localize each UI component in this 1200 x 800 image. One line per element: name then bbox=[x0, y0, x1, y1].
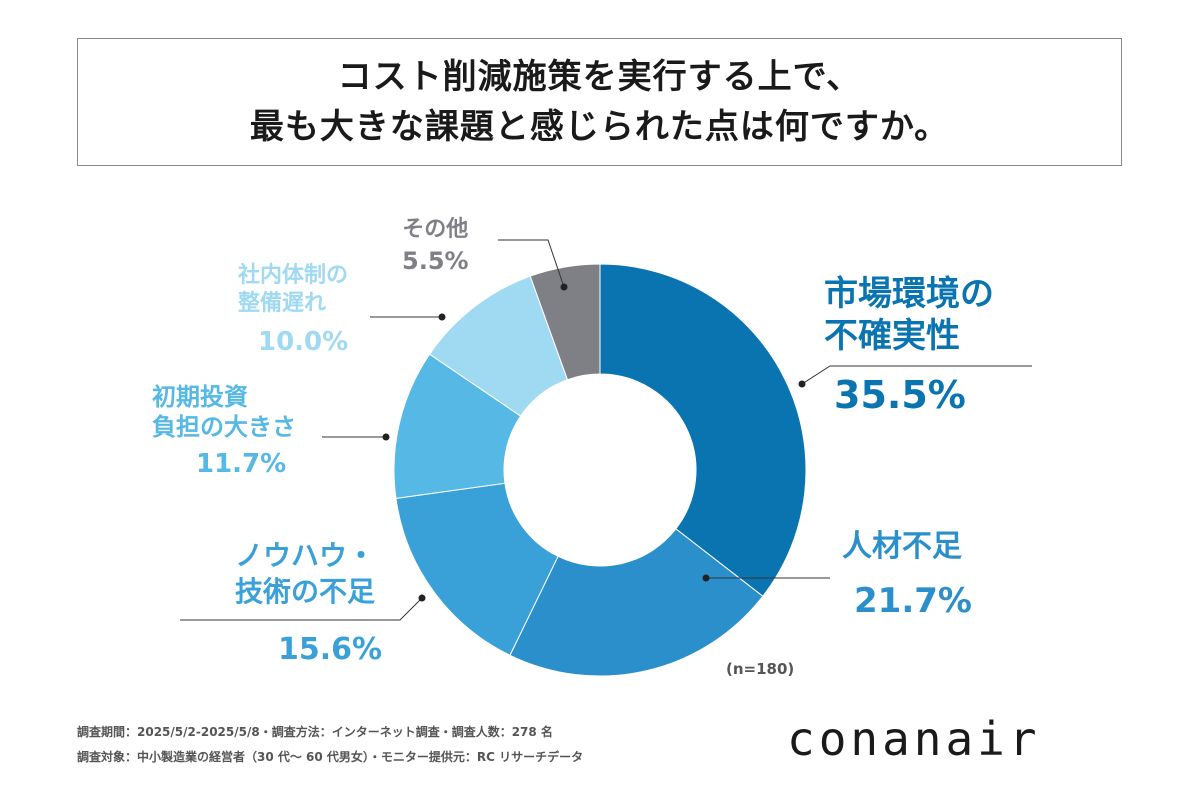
label-percent: 35.5% bbox=[834, 373, 966, 417]
title-line-2: 最も大きな課題と感じられた点は何ですか。 bbox=[249, 107, 950, 147]
label-name: 人材不足 bbox=[842, 529, 962, 564]
label-percent: 15.6% bbox=[278, 632, 383, 667]
title-box: コスト削減施策を実行する上で、 最も大きな課題と感じられた点は何ですか。 bbox=[77, 38, 1122, 166]
slice-market-uncertainty bbox=[599, 263, 807, 597]
label-name: その他 bbox=[402, 217, 469, 242]
leader-knowhow-shortage bbox=[180, 597, 423, 621]
label-internal-structure: 社内体制の 整備遅れ 10.0% bbox=[238, 262, 348, 360]
slice-talent-shortage bbox=[509, 528, 764, 677]
leader-initial-investment-dot bbox=[382, 433, 390, 441]
label-name: 整備遅れ bbox=[238, 291, 327, 316]
label-initial-investment: 初期投資 負担の大きさ 11.7% bbox=[152, 382, 296, 482]
label-percent: 11.7% bbox=[196, 449, 287, 479]
label-name: 負担の大きさ bbox=[152, 413, 296, 441]
leader-market-uncertainty bbox=[801, 365, 1032, 385]
label-market-uncertainty: 市場環境の 不確実性 35.5% bbox=[824, 273, 994, 419]
label-other: その他 5.5% bbox=[402, 215, 469, 277]
leader-talent-shortage-dot bbox=[702, 574, 710, 582]
label-name: 市場環境の bbox=[824, 274, 994, 314]
leader-other bbox=[498, 239, 565, 288]
label-name: 不確実性 bbox=[824, 316, 960, 356]
footer-line-1: 調査期間：2025/5/2-2025/5/8・調査方法：インターネット調査・調査… bbox=[77, 725, 553, 739]
leader-knowhow-shortage-dot bbox=[418, 594, 426, 602]
label-name: 技術の不足 bbox=[235, 575, 376, 608]
label-percent: 10.0% bbox=[258, 327, 349, 357]
label-name: 社内体制の bbox=[238, 263, 349, 288]
leader-other-dot bbox=[560, 283, 568, 291]
footer-line-2: 調査対象：中小製造業の経営者（30 代～ 60 代男女）・モニター提供元：RC … bbox=[77, 750, 584, 764]
leader-internal-structure-dot bbox=[438, 313, 446, 321]
label-talent-shortage: 人材不足 21.7% bbox=[842, 527, 972, 623]
label-name: ノウハウ・ bbox=[235, 539, 376, 572]
label-percent: 21.7% bbox=[854, 581, 972, 621]
slice-other bbox=[529, 263, 601, 381]
label-knowhow-shortage: ノウハウ・ 技術の不足 15.6% bbox=[228, 538, 382, 670]
label-name: 初期投資 bbox=[152, 383, 248, 411]
leader-market-uncertainty-dot bbox=[798, 380, 806, 388]
slice-knowhow-shortage bbox=[395, 482, 559, 656]
sample-size-label: (n=180) bbox=[726, 660, 795, 678]
conanair-logo: conanair bbox=[787, 712, 1041, 766]
label-percent: 5.5% bbox=[402, 247, 469, 275]
title-line-1: コスト削減施策を実行する上で、 bbox=[337, 57, 862, 97]
